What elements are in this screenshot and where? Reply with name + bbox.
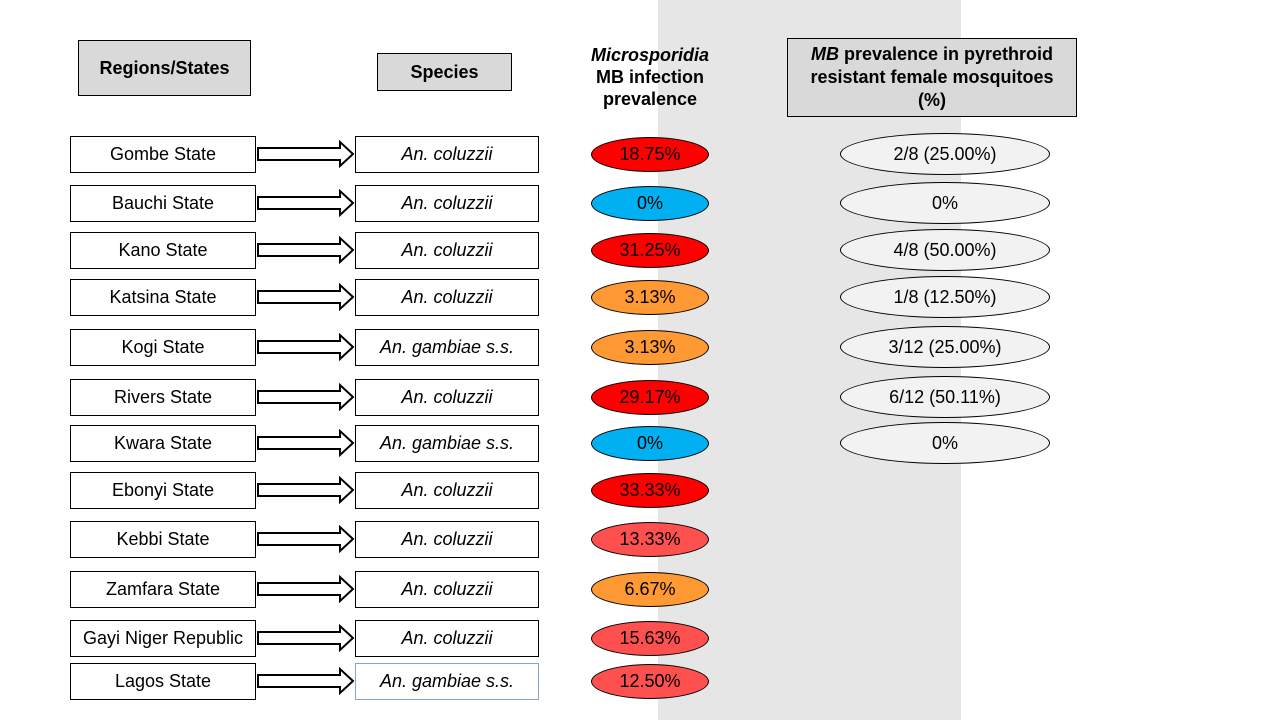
prevalence-ellipse: 18.75% — [591, 137, 709, 172]
resistant-ellipse: 4/8 (50.00%) — [840, 229, 1050, 271]
species-box: An. coluzzii — [355, 185, 539, 222]
species-box: An. coluzzii — [355, 521, 539, 558]
species-box: An. coluzzii — [355, 379, 539, 416]
header-resistant: MB prevalence in pyrethroid resistant fe… — [787, 38, 1077, 117]
species-box: An. coluzzii — [355, 279, 539, 316]
arrow — [257, 188, 355, 218]
species-box: An. coluzzii — [355, 136, 539, 173]
prevalence-ellipse: 0% — [591, 426, 709, 461]
region-box: Kogi State — [70, 329, 256, 366]
arrow — [257, 428, 355, 458]
prevalence-ellipse: 15.63% — [591, 621, 709, 656]
resistant-ellipse: 1/8 (12.50%) — [840, 276, 1050, 318]
species-box: An. coluzzii — [355, 571, 539, 608]
prevalence-ellipse: 3.13% — [591, 280, 709, 315]
arrow — [257, 139, 355, 169]
region-box: Katsina State — [70, 279, 256, 316]
resistant-ellipse: 3/12 (25.00%) — [840, 326, 1050, 368]
region-box: Gayi Niger Republic — [70, 620, 256, 657]
resistant-ellipse: 2/8 (25.00%) — [840, 133, 1050, 175]
arrow — [257, 332, 355, 362]
prevalence-ellipse: 13.33% — [591, 522, 709, 557]
species-box: An. coluzzii — [355, 472, 539, 509]
arrow — [257, 282, 355, 312]
prevalence-ellipse: 3.13% — [591, 330, 709, 365]
prevalence-ellipse: 29.17% — [591, 380, 709, 415]
header-resistant-rest: prevalence in pyrethroid resistant femal… — [810, 44, 1054, 110]
arrow — [257, 623, 355, 653]
region-box: Rivers State — [70, 379, 256, 416]
prevalence-ellipse: 12.50% — [591, 664, 709, 699]
header-infection: Microsporidia MB infection prevalence — [580, 42, 720, 112]
header-infection-rest: MB infection prevalence — [596, 67, 704, 109]
prevalence-ellipse: 31.25% — [591, 233, 709, 268]
species-box: An. coluzzii — [355, 620, 539, 657]
resistant-ellipse: 0% — [840, 422, 1050, 464]
region-box: Zamfara State — [70, 571, 256, 608]
prevalence-ellipse: 0% — [591, 186, 709, 221]
region-box: Kebbi State — [70, 521, 256, 558]
header-infection-italic: Microsporidia — [590, 45, 710, 65]
region-box: Lagos State — [70, 663, 256, 700]
arrow — [257, 235, 355, 265]
arrow — [257, 524, 355, 554]
header-species: Species — [377, 53, 512, 91]
header-resistant-italic: MB — [810, 44, 839, 64]
region-box: Kano State — [70, 232, 256, 269]
resistant-ellipse: 6/12 (50.11%) — [840, 376, 1050, 418]
arrow — [257, 475, 355, 505]
region-box: Gombe State — [70, 136, 256, 173]
prevalence-ellipse: 6.67% — [591, 572, 709, 607]
arrow — [257, 666, 355, 696]
header-regions: Regions/States — [78, 40, 251, 96]
arrow — [257, 382, 355, 412]
prevalence-ellipse: 33.33% — [591, 473, 709, 508]
species-box: An. gambiae s.s. — [355, 425, 539, 462]
region-box: Ebonyi State — [70, 472, 256, 509]
arrow — [257, 574, 355, 604]
species-box: An. gambiae s.s. — [355, 663, 539, 700]
region-box: Bauchi State — [70, 185, 256, 222]
region-box: Kwara State — [70, 425, 256, 462]
species-box: An. gambiae s.s. — [355, 329, 539, 366]
resistant-ellipse: 0% — [840, 182, 1050, 224]
species-box: An. coluzzii — [355, 232, 539, 269]
